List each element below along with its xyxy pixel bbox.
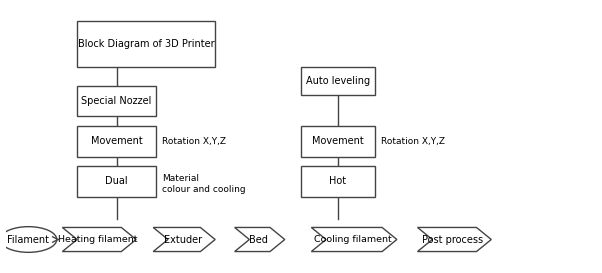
Text: Rotation X,Y,Z: Rotation X,Y,Z bbox=[380, 137, 445, 146]
Bar bbox=[301, 126, 374, 157]
Text: Movement: Movement bbox=[91, 136, 143, 146]
Polygon shape bbox=[311, 227, 397, 251]
Text: Rotation X,Y,Z: Rotation X,Y,Z bbox=[163, 137, 226, 146]
Text: Dual: Dual bbox=[105, 176, 128, 186]
Circle shape bbox=[0, 227, 57, 252]
Text: Auto leveling: Auto leveling bbox=[306, 76, 370, 86]
Text: Filament: Filament bbox=[7, 235, 49, 245]
Text: Material
colour and cooling: Material colour and cooling bbox=[163, 174, 246, 194]
Bar bbox=[301, 67, 374, 95]
Text: Cooling filament: Cooling filament bbox=[314, 235, 391, 244]
Polygon shape bbox=[235, 227, 285, 251]
Polygon shape bbox=[418, 227, 491, 251]
Text: Bed: Bed bbox=[249, 235, 268, 245]
Text: Movement: Movement bbox=[312, 136, 364, 146]
Text: Special Nozzel: Special Nozzel bbox=[81, 96, 152, 106]
Polygon shape bbox=[154, 227, 215, 251]
Bar bbox=[77, 22, 216, 67]
Text: Post process: Post process bbox=[423, 235, 483, 245]
Bar bbox=[77, 166, 157, 197]
Text: Block Diagram of 3D Printer: Block Diagram of 3D Printer bbox=[78, 39, 214, 49]
Bar bbox=[301, 166, 374, 197]
Bar bbox=[77, 86, 157, 117]
Text: Hot: Hot bbox=[329, 176, 346, 186]
Text: Heating filament: Heating filament bbox=[58, 235, 137, 244]
Text: Extuder: Extuder bbox=[164, 235, 202, 245]
Polygon shape bbox=[63, 227, 136, 251]
Bar bbox=[77, 126, 157, 157]
